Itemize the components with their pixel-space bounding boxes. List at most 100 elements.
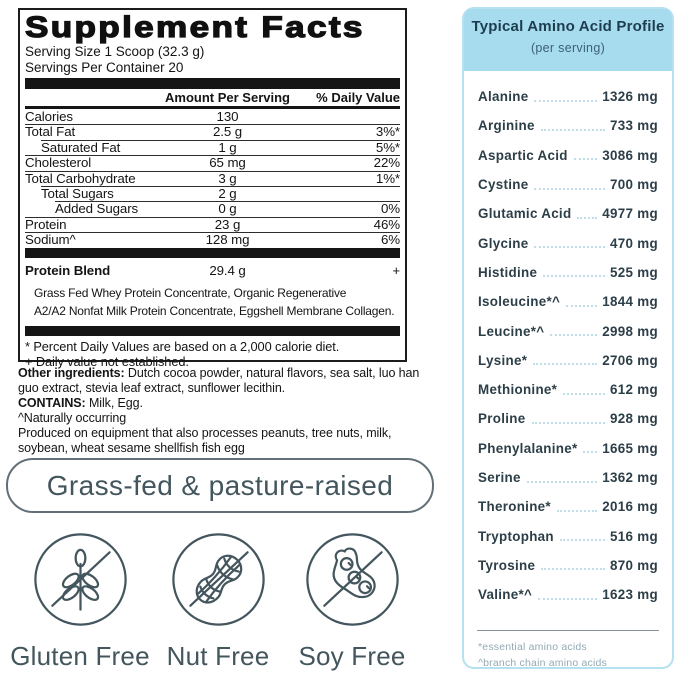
amino-acid-row: Valine*^ 1623 mg	[478, 580, 658, 609]
nutrient-amount: 130	[216, 109, 239, 124]
supplement-facts-panel: Supplement Facts Serving Size 1 Scoop (3…	[18, 8, 407, 368]
amino-acid-row: Histidine 525 mg	[478, 258, 658, 287]
soy-icon	[305, 533, 399, 626]
nutrition-row: Total Carbohydrate 3 g 1%*	[25, 170, 400, 186]
nutrient-name: Sodium^	[25, 232, 76, 248]
amino-acid-value: 870 mg	[610, 557, 658, 573]
amino-acid-row: Lysine* 2706 mg	[478, 346, 658, 375]
protein-blend-ingredients-line: A2/A2 Nonfat Milk Protein Concentrate, E…	[34, 304, 395, 319]
amino-acid-row: Glutamic Acid 4977 mg	[478, 199, 658, 228]
amino-acid-name: Tyrosine	[478, 557, 536, 573]
nutrient-amount: 23 g	[214, 216, 241, 232]
amino-acid-row: Phenylalanine* 1665 mg	[478, 434, 658, 463]
wheat-icon	[33, 533, 127, 626]
amino-acid-name: Glutamic Acid	[478, 206, 572, 222]
nutrient-daily-value: 6%	[380, 232, 400, 248]
other-ingredients-label: Other ingredients:	[18, 366, 125, 380]
nutrient-daily-value: +	[392, 262, 400, 278]
dotted-leader	[534, 99, 598, 102]
amino-acid-row: Proline 928 mg	[478, 404, 658, 433]
contains-text: Milk, Egg.	[85, 396, 143, 410]
amino-footer-divider	[477, 630, 659, 632]
amino-acid-name: Lysine*	[478, 352, 528, 368]
nutrient-name: Saturated Fat	[41, 139, 121, 155]
amino-acid-row: Glycine 470 mg	[478, 228, 658, 257]
nutrient-amount: 65 mg	[209, 155, 246, 171]
amino-acid-value: 1665 mg	[602, 440, 658, 456]
nutrition-row: Calories 130	[25, 109, 400, 124]
amino-acid-value: 4977 mg	[602, 206, 658, 222]
amino-panel-title: Typical Amino Acid Profile	[471, 18, 665, 35]
nutrient-name: Protein	[25, 216, 67, 232]
amino-acid-row: Theronine* 2016 mg	[478, 492, 658, 521]
amino-acid-value: 470 mg	[610, 235, 658, 251]
amino-acid-name: Serine	[478, 470, 521, 485]
amino-acid-name: Aspartic Acid	[478, 147, 568, 163]
nutrient-amount: 29.4 g	[209, 262, 246, 278]
amino-acid-value: 3086 mg	[602, 147, 658, 163]
serving-size: Serving Size 1 Scoop (32.3 g)	[25, 44, 205, 59]
protein-blend-row: Protein Blend 29.4 g +	[25, 258, 400, 280]
naturally-occurring-note: ^Naturally occurring	[18, 411, 127, 425]
dotted-leader	[556, 509, 598, 512]
amino-acid-value: 2016 mg	[602, 499, 658, 515]
nutrient-daily-value: 5%*	[375, 139, 400, 155]
amino-acid-row: Arginine 733 mg	[478, 111, 658, 140]
dotted-leader	[583, 451, 598, 454]
amino-acid-name: Cystine	[478, 177, 529, 193]
amino-acid-panel: Typical Amino Acid Profile (per serving)…	[462, 7, 674, 669]
amino-acid-name: Histidine	[478, 264, 538, 280]
dotted-leader	[566, 304, 598, 307]
amino-acid-name: Glycine	[478, 235, 529, 251]
amino-acid-row: Leucine*^ 2998 mg	[478, 316, 658, 345]
dotted-leader	[550, 334, 598, 337]
amino-acid-row: Aspartic Acid 3086 mg	[478, 141, 658, 170]
amino-acid-value: 1844 mg	[602, 294, 658, 310]
amino-acid-value: 700 mg	[610, 177, 658, 193]
nutrient-daily-value: 46%	[373, 216, 400, 232]
nutrition-row: Cholesterol 65 mg 22%	[25, 155, 400, 170]
branch-chain-footnote: ^branch chain amino acids	[478, 657, 607, 670]
nutrient-daily-value: 1%*	[375, 170, 400, 186]
amino-panel-subtitle: (per serving)	[530, 41, 606, 55]
daily-value-footnote: * Percent Daily Values are based on a 2,…	[25, 339, 340, 355]
nutrient-name: Total Carbohydrate	[25, 170, 136, 186]
not-established-footnote: + Daily value not established.	[25, 353, 189, 369]
amino-footnotes: *essential amino acids ^branch chain ami…	[464, 631, 672, 671]
amino-acid-row: Tryptophan 516 mg	[478, 521, 658, 550]
peanut-icon	[171, 533, 265, 626]
amino-acid-name: Leucine*^	[478, 323, 545, 339]
gluten-free-badge: Gluten Free	[5, 531, 155, 672]
column-daily-value: % Daily Value	[316, 90, 400, 105]
amino-acid-value: 2706 mg	[602, 352, 658, 368]
divider-bar	[25, 247, 400, 258]
nutrient-name: Total Fat	[25, 124, 76, 140]
amino-acid-value: 516 mg	[610, 528, 658, 544]
supplement-facts-title: Supplement Facts	[24, 11, 365, 44]
amino-acid-name: Methionine*	[478, 382, 558, 398]
amino-acid-value: 928 mg	[610, 411, 658, 427]
nutrition-row: Saturated Fat 1 g 5%*	[25, 139, 400, 155]
amino-acid-name: Theronine*	[478, 499, 551, 515]
nutrient-daily-value: 3%*	[375, 124, 400, 140]
dotted-leader	[577, 216, 598, 219]
additional-info: Other ingredients: Dutch cocoa powder, n…	[18, 366, 442, 456]
amino-acid-name: Valine*^	[478, 587, 533, 603]
nutrition-row: Total Fat 2.5 g 3%*	[25, 124, 400, 139]
dotted-leader	[534, 246, 606, 249]
essential-footnote: *essential amino acids	[478, 641, 587, 654]
dotted-leader	[543, 275, 606, 278]
soy-free-label: Soy Free	[298, 641, 406, 671]
nutrient-name: Added Sugars	[55, 201, 139, 217]
allergen-equipment-note: Produced on equipment that also processe…	[18, 426, 392, 455]
nutrition-row: Sodium^ 128 mg 6%	[25, 232, 400, 247]
amino-acid-name: Proline	[478, 411, 526, 427]
other-ingredients-text: Dutch cocoa powder, natural flavors, sea…	[18, 366, 420, 395]
dotted-leader	[563, 392, 606, 395]
amino-acid-row: Methionine* 612 mg	[478, 375, 658, 404]
amino-acid-value: 1623 mg	[602, 587, 658, 603]
nut-free-badge: Nut Free	[143, 531, 293, 672]
dotted-leader	[559, 539, 606, 542]
dotted-leader	[531, 421, 606, 424]
